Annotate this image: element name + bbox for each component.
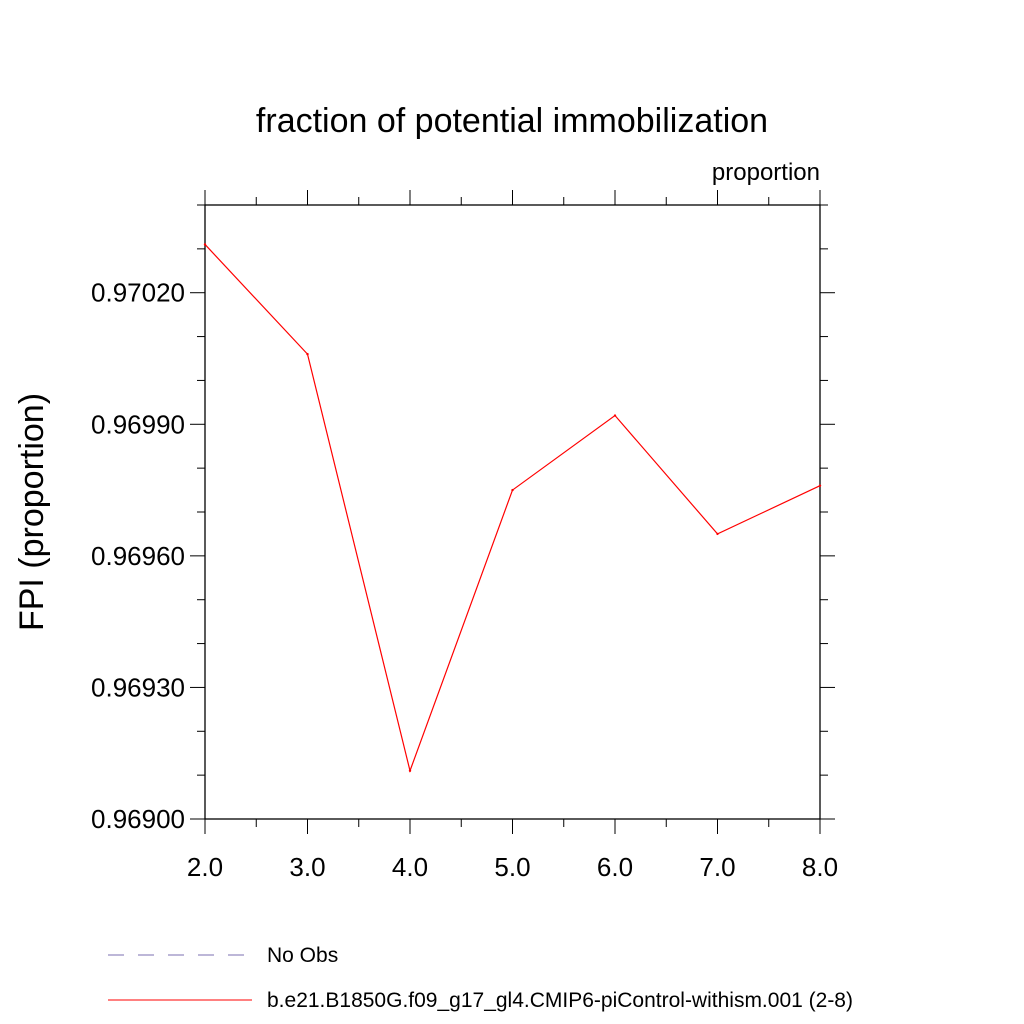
data-point bbox=[613, 414, 617, 417]
units-label: proportion bbox=[712, 159, 820, 186]
data-point bbox=[716, 532, 719, 536]
legend-label: No Obs bbox=[267, 944, 338, 967]
legend: No Obs b.e21.B1850G.f09_g17_gl4.CMIP6-piC… bbox=[108, 944, 853, 1012]
x-tick-label: 5.0 bbox=[494, 852, 530, 882]
y-tick-label: 0.96900 bbox=[91, 804, 185, 834]
x-tick-label: 6.0 bbox=[597, 852, 633, 882]
y-tick-labels: 0.96900 0.96930 0.96960 0.96990 0.97020 bbox=[91, 278, 185, 834]
series-layer bbox=[203, 243, 822, 773]
y-axis-label: FPI (proportion) bbox=[13, 393, 51, 631]
x-tick-label: 7.0 bbox=[699, 852, 735, 882]
y-tick-label: 0.96930 bbox=[91, 672, 185, 702]
data-point bbox=[408, 769, 412, 772]
chart-title: fraction of potential immobilization bbox=[256, 102, 768, 140]
data-point bbox=[203, 243, 207, 246]
x-tick-label: 4.0 bbox=[392, 852, 428, 882]
x-tick-label: 2.0 bbox=[187, 852, 223, 882]
series-line bbox=[204, 244, 821, 773]
y-tick-label: 0.97020 bbox=[91, 278, 185, 308]
legend-label: b.e21.B1850G.f09_g17_gl4.CMIP6-piControl… bbox=[267, 989, 853, 1012]
x-tick-label: 8.0 bbox=[802, 852, 838, 882]
data-point bbox=[306, 352, 309, 356]
plot-frame bbox=[204, 204, 821, 820]
data-point bbox=[511, 488, 514, 492]
x-tick-labels: 2.0 3.0 4.0 5.0 6.0 7.0 8.0 bbox=[187, 852, 838, 882]
y-tick-label: 0.96990 bbox=[91, 409, 185, 439]
axis-ticks bbox=[190, 190, 835, 834]
y-tick-label: 0.96960 bbox=[91, 541, 185, 571]
x-tick-label: 3.0 bbox=[289, 852, 325, 882]
data-point bbox=[818, 484, 822, 487]
